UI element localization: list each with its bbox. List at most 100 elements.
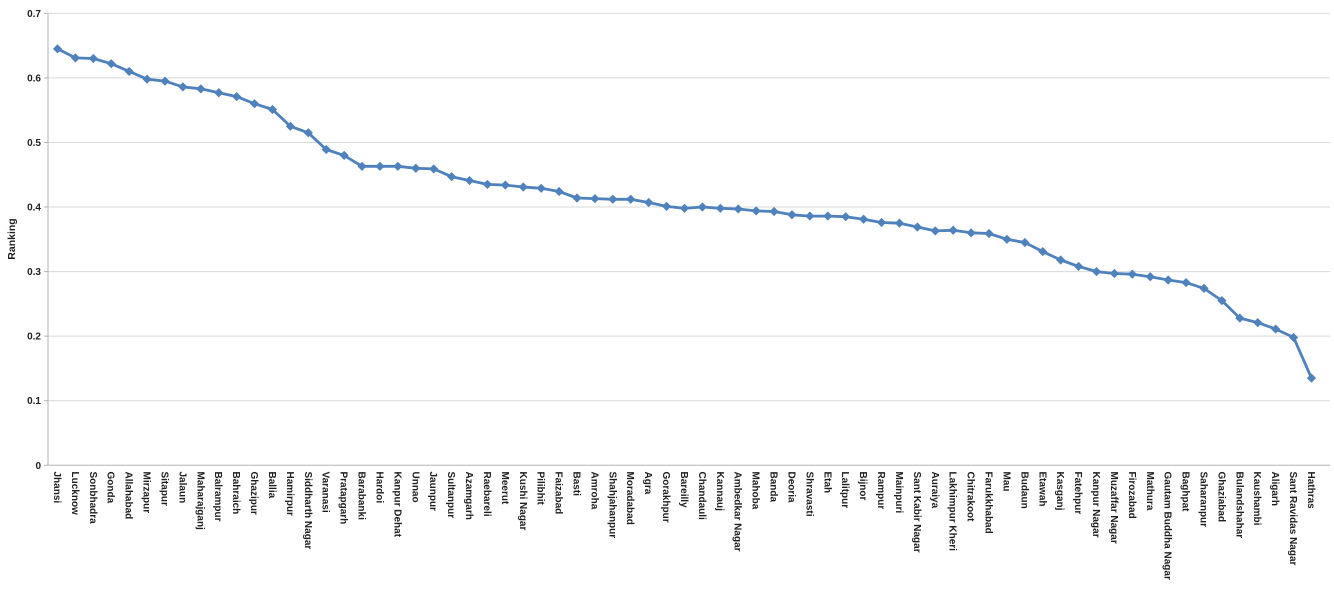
x-axis-category-label: Unnao <box>409 472 420 503</box>
x-axis-category-label: Muzaffar Nagar <box>1108 472 1119 544</box>
data-point-marker <box>339 150 349 160</box>
x-axis-category-label: Pratapgarh <box>338 472 349 525</box>
x-axis-category-label: Sonbhadra <box>87 472 98 525</box>
data-point-marker <box>859 214 869 224</box>
data-point-marker <box>124 66 134 77</box>
x-axis-category-label: Hamirpur <box>284 472 295 517</box>
data-point-marker <box>554 186 564 197</box>
data-point-marker <box>375 161 385 171</box>
x-axis-category-label: Chitrakoot <box>965 472 976 523</box>
data-point-marker <box>285 121 295 131</box>
data-point-marker <box>106 59 116 69</box>
x-axis-category-label: Varanasi <box>320 472 331 513</box>
x-axis-category-label: Shahjahanpur <box>606 472 617 539</box>
axis-labels-layer: 0 0.1 0.2 0.3 0.4 0.5 0.6 0.7 Jhansi Lucknow Sonbh… <box>27 9 1316 580</box>
y-axis-tick-label: 0.3 <box>27 267 41 278</box>
x-axis-category-label: Bijnor <box>857 472 868 501</box>
data-point-marker <box>823 211 833 221</box>
x-axis-category-label: Amroha <box>588 472 599 510</box>
x-axis-category-label: Ambedkar Nagar <box>732 472 743 552</box>
data-point-marker <box>303 128 313 138</box>
data-point-marker <box>1002 234 1012 244</box>
data-point-marker <box>661 201 672 211</box>
y-axis-tick-label: 0.1 <box>27 396 41 407</box>
y-axis-tick-label: 0.2 <box>27 332 41 343</box>
x-axis-category-label: Bulandshahar <box>1233 472 1244 539</box>
x-axis-category-label: Saharanpur <box>1197 472 1208 528</box>
y-axis-tick-label: 0.7 <box>27 9 41 20</box>
data-point-marker <box>1038 246 1048 257</box>
data-point-marker <box>1091 266 1102 277</box>
x-axis-category-label: Etah <box>821 472 832 494</box>
data-point-marker <box>948 225 958 235</box>
x-axis-category-label: Hathras <box>1305 472 1316 510</box>
x-axis-category-label: Fatehpur <box>1072 472 1083 515</box>
data-point-marker <box>411 163 421 173</box>
data-point-marker <box>1288 332 1299 343</box>
x-axis-category-label: Kannauj <box>714 472 725 512</box>
x-axis-category-label: Siddharth Nagar <box>302 472 313 550</box>
x-axis-category-label: Deoria <box>785 472 796 504</box>
data-point-marker <box>1271 324 1281 334</box>
x-axis-category-label: Hardoi <box>373 472 384 504</box>
x-axis-category-label: Farukkhabad <box>983 472 994 534</box>
x-axis-category-label: Ghaziabad <box>1215 472 1226 523</box>
data-point-marker <box>1127 269 1137 279</box>
gridlines-layer <box>48 12 1330 402</box>
data-point-marker <box>751 206 761 216</box>
data-point-marker <box>1253 317 1263 328</box>
data-point-marker <box>894 218 905 228</box>
data-point-marker <box>787 210 797 220</box>
x-axis-category-label: Pilibhit <box>535 472 546 506</box>
x-axis-category-label: Ghazipur <box>248 472 259 515</box>
x-axis-category-label: Faizabad <box>553 472 564 515</box>
x-axis-category-label: Kanpur Dehat <box>391 472 402 538</box>
y-axis-title: Ranking <box>6 218 18 259</box>
data-point-marker <box>249 99 260 109</box>
x-axis-category-label: Mirzapur <box>141 472 152 514</box>
data-point-marker <box>733 204 743 214</box>
x-axis-category-label: Gorakhpur <box>660 472 671 523</box>
data-point-marker <box>429 164 439 174</box>
x-axis-category-label: Agra <box>642 472 653 495</box>
data-point-marker <box>966 228 976 238</box>
data-point-marker <box>88 53 98 64</box>
data-point-marker <box>464 175 475 186</box>
x-axis-category-label: Sultanpur <box>445 472 456 519</box>
x-axis-category-label: Baghpat <box>1180 472 1191 513</box>
data-point-marker <box>357 161 367 171</box>
data-point-marker <box>715 203 725 213</box>
x-axis-category-label: Raebareli <box>481 472 492 517</box>
data-point-marker <box>214 88 224 98</box>
x-axis-category-label: Sant Kabir Nagar <box>911 472 922 553</box>
data-point-marker <box>912 222 922 232</box>
data-point-marker <box>572 193 582 203</box>
line-series-layer <box>52 44 1317 383</box>
x-axis-category-label: Allahabad <box>123 472 134 520</box>
data-point-marker <box>930 226 940 236</box>
x-axis-category-label: Shravasti <box>803 472 814 517</box>
x-axis-category-label: Firozabad <box>1126 472 1137 519</box>
data-point-marker <box>1181 277 1191 288</box>
x-axis-category-label: Mau <box>1000 472 1011 492</box>
x-axis-category-label: Mahoba <box>750 472 761 510</box>
data-point-marker <box>644 197 654 208</box>
data-point-marker <box>393 161 403 171</box>
x-axis-category-label: Azamgarh <box>463 472 474 520</box>
x-axis-category-label: Etawah <box>1036 472 1047 507</box>
data-point-marker <box>178 82 188 92</box>
x-axis-category-label: Gautam Buddha Nagar <box>1162 472 1173 580</box>
data-point-marker <box>1109 268 1120 279</box>
x-axis-category-label: Budaun <box>1018 472 1029 509</box>
x-axis-category-label: Gonda <box>105 472 116 504</box>
y-axis-tick-label: 0.4 <box>27 203 41 214</box>
x-axis-category-label: Kasganj <box>1054 472 1065 511</box>
y-axis-tick-label: 0 <box>35 461 41 472</box>
data-point-marker <box>876 217 887 228</box>
y-axis-tick-label: 0.6 <box>27 73 41 84</box>
x-axis-category-label: Lakhimpur Kheri <box>947 472 958 552</box>
data-point-marker <box>805 211 815 221</box>
data-point-marker <box>482 179 493 190</box>
x-axis-category-label: Kanpur Nagar <box>1090 472 1101 538</box>
